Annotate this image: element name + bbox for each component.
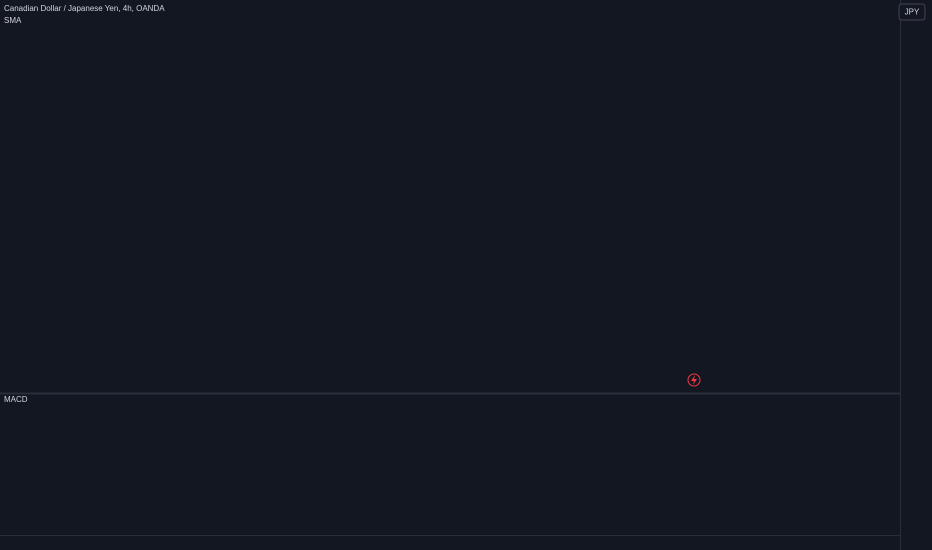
macd-label: MACD xyxy=(4,395,28,404)
indicator-label: SMA xyxy=(4,16,22,25)
chart-title: Canadian Dollar / Japanese Yen, 4h, OAND… xyxy=(4,4,165,13)
currency-label[interactable]: JPY xyxy=(905,8,920,17)
alert-icon[interactable] xyxy=(687,373,701,387)
alert-bolt xyxy=(691,375,697,385)
currency-box[interactable] xyxy=(898,3,926,21)
